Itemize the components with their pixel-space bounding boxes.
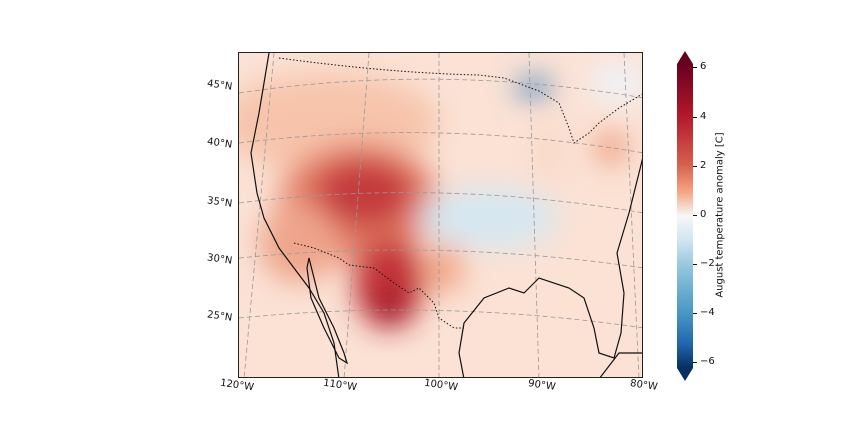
lat-label-40: 40°N — [206, 136, 233, 151]
coastline — [250, 53, 642, 377]
colorbar-tick — [693, 362, 697, 363]
lat-label-35: 35°N — [206, 195, 233, 210]
colorbar-tick-label: 0 — [700, 209, 707, 220]
colorbar-tick — [693, 313, 697, 314]
colorbar-tick-label: −2 — [700, 258, 715, 269]
colorbar-tick-label: −4 — [700, 307, 715, 318]
colorbar-tick-label: 2 — [700, 160, 707, 171]
lat-label-45: 45°N — [206, 78, 233, 93]
colorbar-tick-label: 4 — [700, 111, 707, 122]
colorbar-tick — [693, 166, 697, 167]
colorbar-label: August temperature anomaly [C] — [714, 132, 726, 298]
lat-label-25: 25°N — [206, 309, 233, 324]
lon-label-100w: 100°W — [423, 377, 459, 394]
map-panel — [238, 52, 643, 378]
colorbar — [677, 51, 693, 381]
colorbar-tick-label: −6 — [700, 356, 715, 367]
colorbar-tick-label: 6 — [700, 61, 707, 72]
colorbar-tick — [693, 215, 697, 216]
colorbar-tick — [693, 117, 697, 118]
graticule — [239, 53, 642, 377]
lon-label-80w: 80°W — [629, 378, 659, 393]
lon-label-90w: 90°W — [527, 378, 557, 393]
borders — [278, 57, 642, 329]
lon-label-120w: 120°W — [219, 377, 255, 394]
lon-label-110w: 110°W — [322, 377, 358, 394]
colorbar-tick — [693, 264, 697, 265]
anomaly-heatmap — [239, 53, 642, 377]
lat-label-30: 30°N — [206, 252, 233, 267]
colorbar-tick — [693, 67, 697, 68]
